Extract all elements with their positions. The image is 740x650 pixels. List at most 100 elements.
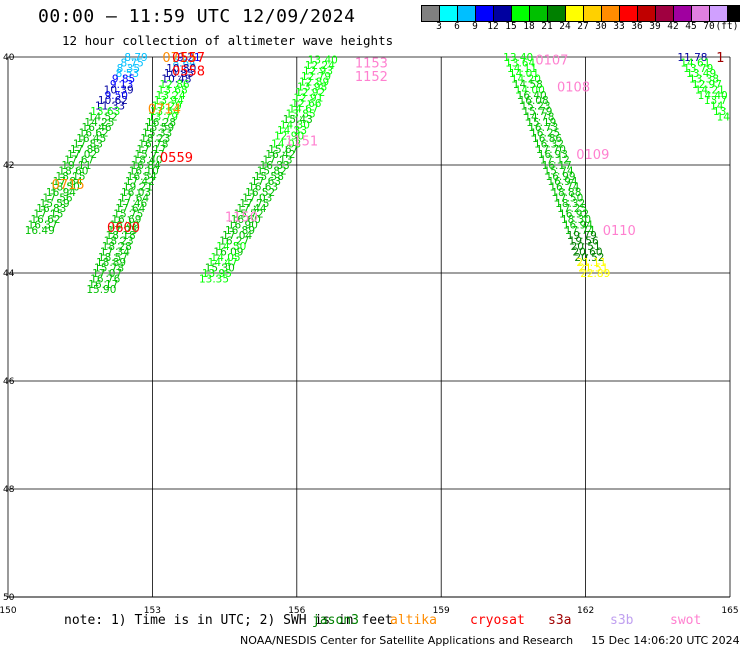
wave-height-value: 17.64 (119, 192, 149, 204)
colorbar-swatch (620, 6, 638, 21)
wave-height-value: 16.45 (76, 133, 106, 145)
wave-height-value: 16.90 (228, 219, 258, 231)
wave-height-value: 18.18 (106, 230, 136, 242)
pass-time-label: 1152 (355, 70, 388, 85)
footer-credit: NOAA/NESDIS Center for Satellite Applica… (240, 634, 574, 647)
wave-height-value: 17.86 (70, 144, 100, 156)
colorbar-swatch (512, 6, 530, 21)
x-tick-label: 162 (577, 606, 594, 616)
wave-height-value: 16.86 (532, 133, 562, 145)
wave-height-value: 12.91 (293, 93, 323, 105)
wave-height-value: 11.33 (95, 101, 125, 113)
wave-height-value: 13.98 (297, 82, 327, 94)
y-tick-label: 42 (3, 161, 14, 171)
wave-height-value: 13.63 (90, 106, 120, 118)
wave-height-value: 15.59 (40, 198, 70, 210)
wave-height-value: 13.79 (683, 63, 713, 75)
colorbar-swatch (548, 6, 566, 21)
wave-height-value: 12.92 (295, 87, 325, 99)
wave-height-value: 15.30 (205, 263, 235, 275)
wave-height-value: 15.58 (254, 171, 284, 183)
satellite-legend-2: cryosat (470, 613, 525, 628)
wave-height-value: 17.84 (53, 176, 83, 188)
wave-height-value: 18.50 (50, 182, 80, 194)
pass-time-label: 0715 (52, 178, 85, 193)
pass-time-label: 0108 (557, 81, 590, 96)
x-tick-label: 165 (721, 606, 738, 616)
wave-height-value: 16.60 (231, 214, 261, 226)
wave-height-value: 17.25 (108, 225, 138, 237)
wave-height-value: 16.46 (82, 122, 112, 134)
wave-height-value: 13.24 (156, 90, 186, 102)
colorbar-label: 9 (472, 21, 478, 32)
colorbar-label: 70 (703, 21, 715, 32)
wave-height-value: 17.56 (43, 192, 73, 204)
wave-height-value: 13.40 (503, 52, 533, 64)
colorbar-label: 42 (667, 21, 679, 32)
wave-height-value: 16.33 (260, 160, 290, 172)
wave-height-value: 18.15 (56, 171, 86, 183)
colorbar-label: 21 (541, 21, 553, 32)
wave-height-value: 16.63 (248, 182, 278, 194)
wave-height-value: 12.90 (274, 130, 304, 142)
wave-height-value: 16.09 (213, 246, 243, 258)
units-note: note: 1) Time is in UTC; 2) SWH is in fe… (64, 613, 393, 628)
wave-height-value: 16.42 (265, 149, 295, 161)
y-tick-label: 44 (3, 269, 15, 279)
wave-height-value: 20.52 (574, 252, 604, 264)
wave-height-value: 12.79 (301, 71, 331, 83)
wave-height-value: 12.86 (160, 79, 190, 91)
wave-height-value: 14.78 (524, 111, 554, 123)
wave-height-value: 13.95 (202, 268, 232, 280)
wave-height-value: 16.08 (519, 95, 549, 107)
wave-height-value: 16.40 (517, 90, 547, 102)
wave-height-value: 18.60 (58, 165, 88, 177)
wave-height-value: 15.74 (544, 165, 574, 177)
wave-height-value: 15.82 (257, 165, 287, 177)
wave-height-value: 21.11 (576, 257, 606, 269)
footer: NOAA/NESDIS Center for Satellite Applica… (240, 634, 740, 647)
wave-height-value: 13.64 (505, 57, 535, 69)
pass-time-label: 0109 (576, 148, 609, 163)
wave-height-value: 17.44 (237, 203, 267, 215)
wave-height-value: 16.49 (109, 219, 139, 231)
colorbar-swatch (692, 6, 710, 21)
colorbar-label: 27 (577, 21, 589, 32)
wave-height-value: 12.93 (303, 66, 333, 78)
colorbar-label: 3 (436, 21, 442, 32)
wave-height-value: 16.94 (563, 219, 593, 231)
footer-timestamp: 15 Dec 14:06:20 UTC 2024 (591, 634, 740, 647)
wave-height-value: 15.75 (113, 209, 143, 221)
wave-height-value: 16.93 (538, 149, 568, 161)
wave-height-value: 13.49 (686, 68, 716, 80)
wave-height-value: 15.23 (521, 101, 551, 113)
wave-height-value: 9.50 (105, 90, 128, 102)
wave-height-value: 18.23 (140, 133, 170, 145)
wave-height-value: 11.78 (677, 52, 707, 64)
wave-height-value: 17.64 (115, 203, 145, 215)
wave-height-value: 15.59 (144, 122, 174, 134)
wave-height-value: 14.50 (216, 241, 246, 253)
wave-height-value: 14.47 (208, 257, 238, 269)
pass-time-label: 0107 (535, 54, 568, 69)
wave-height-value: 16.27 (219, 236, 249, 248)
wave-height-value: 19.79 (567, 230, 597, 242)
wave-height-value: 14.03 (271, 138, 301, 150)
wave-height-value: 14.21 (695, 84, 725, 96)
wave-height-value: 13.54 (150, 106, 180, 118)
wave-height-value: 17.13 (263, 155, 293, 167)
wave-height-value: 16.62 (31, 214, 61, 226)
wave-height-value: 17.12 (540, 155, 570, 167)
wave-height-value: 17.17 (136, 144, 166, 156)
wave-height-value: 22.89 (580, 268, 610, 280)
wave-height-value: 12.24 (305, 60, 335, 72)
colorbar (421, 5, 740, 22)
wave-height-value: 17.07 (92, 268, 122, 280)
colorbar-swatch (476, 6, 494, 21)
wave-height-value: 16.69 (111, 214, 141, 226)
y-tick-label: 40 (3, 53, 15, 63)
colorbar-swatch (602, 6, 620, 21)
wave-height-value: 13.7 (704, 95, 727, 107)
wave-height-value: 14.30 (280, 120, 310, 132)
